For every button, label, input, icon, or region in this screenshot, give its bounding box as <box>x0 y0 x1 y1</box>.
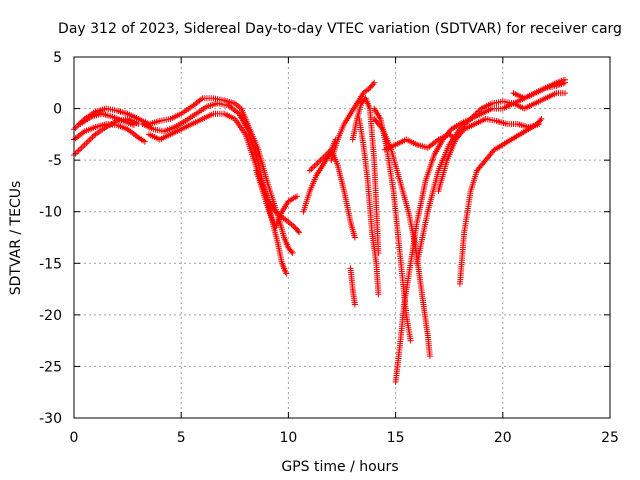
y-tick-label: 5 <box>53 50 62 66</box>
data-series <box>71 76 568 385</box>
series-arc-14 <box>347 265 358 308</box>
series-markers <box>347 265 358 308</box>
y-tick-label: 0 <box>53 102 62 118</box>
series-markers <box>414 90 568 267</box>
series-arc-08 <box>253 167 300 231</box>
series-arc-19 <box>414 90 568 267</box>
series-markers <box>356 115 382 298</box>
series-markers <box>435 115 543 195</box>
series-arc-21 <box>456 115 545 287</box>
series-arc-11 <box>328 79 378 164</box>
y-tick-label: -5 <box>48 153 62 169</box>
series-markers <box>371 115 433 360</box>
grid <box>74 57 610 418</box>
series-arc-22 <box>510 79 568 102</box>
series-markers <box>77 110 137 129</box>
series-markers <box>456 115 545 287</box>
series-arc-06 <box>139 100 290 277</box>
series-arc-16 <box>371 115 433 360</box>
chart-title: Day 312 of 2023, Sidereal Day-to-day VTE… <box>58 21 622 37</box>
x-axis-label: GPS time / hours <box>281 459 398 475</box>
y-tick-label: -30 <box>39 411 62 427</box>
x-tick-label: 10 <box>279 430 297 446</box>
series-markers <box>135 95 296 256</box>
series-markers <box>510 79 568 102</box>
x-tick-label: 5 <box>177 430 186 446</box>
y-tick-label: -10 <box>39 205 62 221</box>
y-axis-label: SDTVAR / TECUs <box>8 181 24 296</box>
series-markers <box>328 79 378 164</box>
series-arc-20 <box>435 115 543 195</box>
series-arc-05 <box>135 95 296 256</box>
y-tick-label: -20 <box>39 308 62 324</box>
x-tick-label: 20 <box>494 430 512 446</box>
plot-frame <box>73 56 611 419</box>
series-arc-13 <box>356 115 382 298</box>
axis-ticks: 0 5 10 15 20 25 5 0 -5 -10 -15 -20 -25 -30 <box>39 50 619 446</box>
series-markers <box>253 167 300 231</box>
y-tick-label: -25 <box>39 359 62 375</box>
x-tick-label: 15 <box>387 430 405 446</box>
x-tick-label: 25 <box>601 430 619 446</box>
series-markers <box>139 100 290 277</box>
y-tick-label: -15 <box>39 256 62 272</box>
x-tick-label: 0 <box>70 430 79 446</box>
series-arc-04 <box>77 110 137 129</box>
